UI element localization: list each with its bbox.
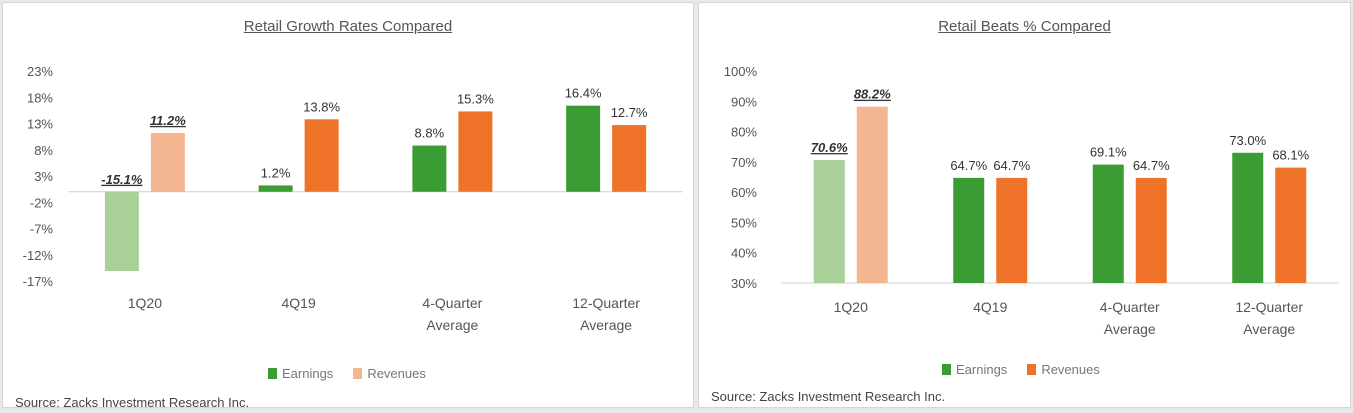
legend-swatch-revenues [353,368,363,379]
y-tick-label: 13% [27,117,53,132]
data-label: 73.0% [1229,133,1266,148]
data-label: 1.2% [261,165,291,180]
chart-source: Source: Zacks Investment Research Inc. [711,389,946,404]
legend-item-earnings: Earnings [942,362,1007,377]
legend-label-earnings: Earnings [956,362,1008,377]
bar-earnings [104,191,139,272]
bar-earnings [412,145,447,192]
y-tick-label: 70% [731,155,757,170]
y-tick-label: 50% [731,215,757,230]
data-label: -15.1% [101,172,143,187]
legend-swatch-earnings [268,368,277,379]
y-tick-label: 8% [34,143,53,158]
data-label: 70.6% [811,140,848,155]
data-label: 13.8% [303,99,340,114]
bar-earnings [258,185,293,192]
chart-legend: Earnings Revenues [268,366,426,381]
chart-legend: Earnings Revenues [942,362,1100,377]
chart-source: Source: Zacks Investment Research Inc. [15,395,250,410]
bar-earnings [953,177,985,283]
legend-label-earnings: Earnings [282,366,334,381]
beats-panel: Retail Beats % Compared 100% 90% 80% 70% 60%… [698,2,1351,408]
y-tick-label: 23% [27,64,53,79]
y-tick-label: 60% [731,185,757,200]
y-tick-label: 40% [731,246,757,261]
legend-item-revenues: Revenues [353,366,426,381]
bar-revenues [996,177,1028,283]
data-label: 64.7% [993,158,1030,173]
chart-title: Retail Growth Rates Compared [243,18,453,35]
data-label: 15.3% [457,91,494,106]
growth-rates-panel: Retail Growth Rates Compared 23% 18% 13% 8%… [2,2,694,410]
y-tick-label: 30% [731,276,757,291]
x-tick-label: 4-Quarter Average [422,295,482,333]
bar-revenues [1275,167,1307,283]
x-tick-label: 1Q20 [834,299,868,315]
data-label: 8.8% [415,126,445,141]
y-tick-label: 3% [34,169,53,184]
bar-revenues [304,119,339,192]
beats-chart: 100% 90% 80% 70% 60% 50% 40% 30% 1Q20 70.6% 88.2% 4… [724,64,1339,337]
y-tick-label: -12% [23,248,54,263]
bar-earnings [1092,164,1124,283]
x-tick-label: 4-Quarter Average [1100,299,1160,337]
legend-label-revenues: Revenues [367,366,426,381]
bar-revenues [150,132,185,192]
y-tick-label: -2% [30,195,54,210]
legend-label-revenues: Revenues [1041,362,1100,377]
data-label: 68.1% [1272,148,1309,163]
y-tick-label: 90% [731,94,757,109]
chart-title: Retail Beats % Compared [938,18,1111,35]
x-tick-label: 4Q19 [973,299,1007,315]
legend-swatch-revenues [1027,364,1037,375]
bar-earnings [1232,152,1264,283]
x-tick-label: 4Q19 [282,295,316,311]
y-tick-label: 80% [731,125,757,140]
x-tick-label: 12-Quarter Average [1235,299,1303,337]
bar-earnings [813,160,845,283]
data-label: 64.7% [1133,158,1170,173]
data-label: 69.1% [1090,145,1127,160]
bar-revenues [1135,177,1167,283]
y-tick-label: 100% [724,64,758,79]
bar-earnings [566,105,601,192]
bar-revenues [458,111,493,192]
y-tick-label: -7% [30,222,54,237]
y-tick-label: -17% [23,274,54,289]
x-tick-label: 12-Quarter Average [572,295,640,333]
data-label: 88.2% [854,87,891,102]
x-tick-label: 1Q20 [128,295,162,311]
bar-revenues [856,106,888,283]
legend-swatch-earnings [942,364,951,375]
data-label: 12.7% [611,105,648,120]
data-label: 64.7% [950,158,987,173]
legend-item-earnings: Earnings [268,366,333,381]
growth-rates-chart: 23% 18% 13% 8% 3% -2% -7% -12% -17% 1Q20 -15.1% 11.… [23,64,683,333]
bar-revenues [612,125,647,192]
legend-item-revenues: Revenues [1027,362,1100,377]
data-label: 16.4% [565,86,602,101]
y-tick-label: 18% [27,90,53,105]
data-label: 11.2% [150,113,186,128]
